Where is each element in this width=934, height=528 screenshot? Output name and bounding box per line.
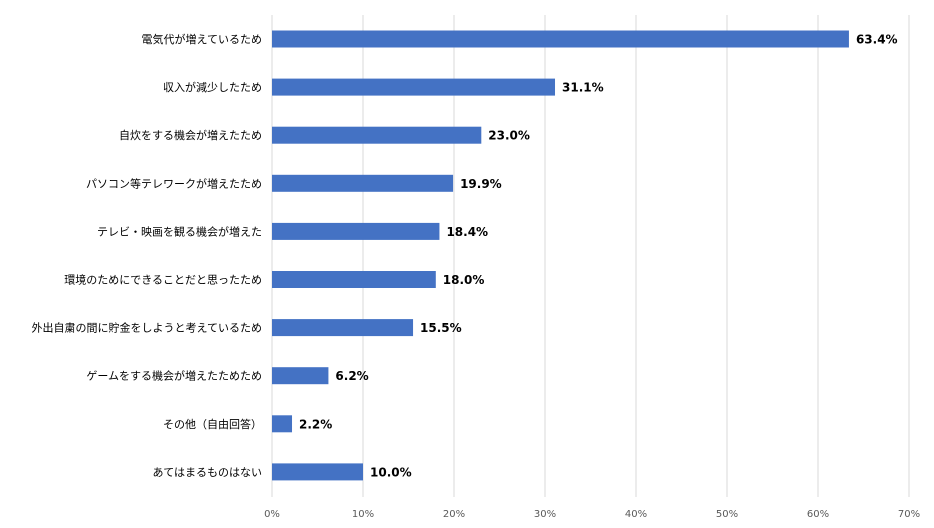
value-label: 6.2% (335, 369, 368, 383)
value-label: 10.0% (370, 465, 412, 479)
bar (272, 126, 482, 144)
value-label: 15.5% (420, 321, 462, 335)
bar (272, 174, 454, 192)
category-label: 外出自粛の間に貯金をしようと考えているため (32, 321, 262, 335)
bar (272, 415, 293, 433)
x-tick-label: 20% (443, 509, 465, 520)
x-tick-label: 0% (264, 509, 280, 520)
x-tick-label: 30% (534, 509, 556, 520)
value-label: 18.4% (446, 225, 488, 239)
bar (272, 30, 849, 48)
x-tick-label: 70% (898, 509, 920, 520)
x-tick-label: 60% (807, 509, 829, 520)
value-label: 18.0% (443, 273, 485, 287)
bar (272, 367, 329, 385)
x-axis-tick-labels: 0% 10% 20% 30% 40% 50% 60% 70% (264, 509, 920, 520)
bar (272, 463, 363, 481)
value-label: 63.4% (856, 33, 898, 47)
bar (272, 222, 440, 240)
category-label: テレビ・映画を観る機会が増えた (97, 224, 262, 238)
category-label: ゲームをする機会が増えたためため (86, 369, 262, 383)
category-label: 収入が減少したため (163, 80, 262, 94)
value-label: 23.0% (488, 129, 530, 143)
value-labels: 63.4% 31.1% 23.0% 19.9% 18.4% 18.0% 15.5% 6.2% 2… (299, 33, 898, 480)
x-tick-label: 50% (716, 509, 738, 520)
bar (272, 271, 436, 288)
value-label: 31.1% (562, 81, 604, 95)
category-labels: 電気代が増えているため収入が減少したため自炊をする機会が増えたためパソコン等テレ… (32, 32, 262, 479)
x-tick-label: 10% (352, 509, 374, 520)
category-label: その他（自由回答） (163, 417, 262, 431)
category-label: 環境のためにできることだと思ったため (64, 273, 262, 287)
bar (272, 319, 414, 337)
value-label: 19.9% (460, 177, 502, 191)
x-tick-label: 40% (625, 509, 647, 520)
category-label: パソコン等テレワークが増えたため (86, 176, 262, 190)
bar (272, 78, 556, 96)
category-label: 電気代が増えているため (142, 32, 262, 46)
category-label: あてはまるものはない (152, 466, 262, 479)
category-label: 自炊をする機会が増えたため (119, 128, 262, 142)
value-label: 2.2% (299, 417, 332, 431)
bars (272, 30, 849, 481)
